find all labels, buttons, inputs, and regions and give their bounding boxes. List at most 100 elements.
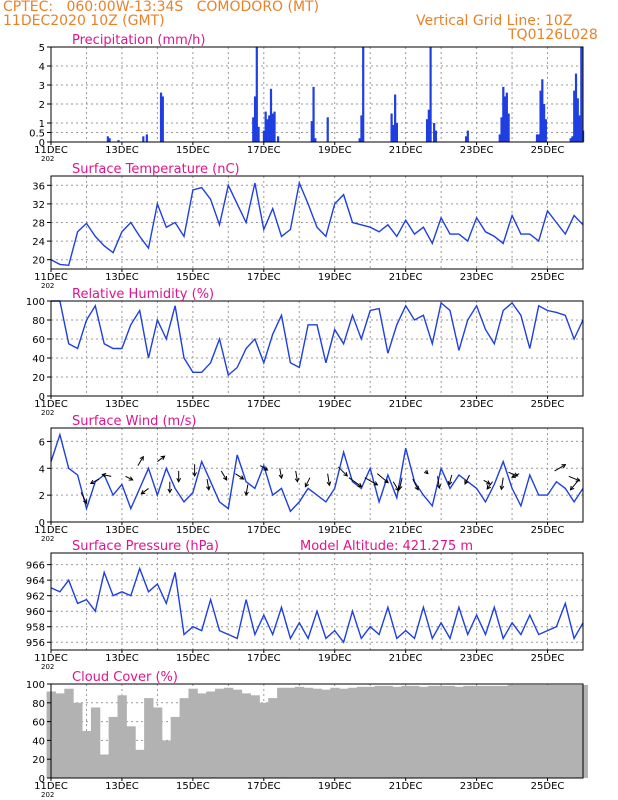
y-tick-label: 4: [39, 464, 45, 475]
precip-bar: [394, 94, 397, 142]
cloud-bar: [126, 726, 136, 778]
wind-frame: [50, 427, 584, 523]
wind-vector-head: [167, 488, 173, 494]
wind-vector-head: [499, 485, 505, 491]
precip-bar: [464, 136, 468, 142]
y-tick-label: 40: [32, 354, 45, 365]
wind-vector: [412, 478, 419, 491]
cloud-bar: [489, 685, 500, 778]
x-tick-label: 23DEC: [460, 399, 494, 410]
y-tick-label: 32: [32, 200, 45, 211]
x-tick-label: 23DEC: [460, 145, 494, 156]
year-marker: 202: [41, 409, 54, 417]
cloud-bar: [365, 686, 376, 778]
cloud-bar: [356, 686, 367, 778]
year-marker: 202: [41, 282, 54, 290]
wind-vector-head: [414, 485, 419, 491]
precip-bar: [273, 111, 276, 142]
x-tick-label: 19DEC: [318, 145, 352, 156]
wind-vector: [327, 473, 330, 486]
x-tick-label: 19DEC: [318, 653, 352, 664]
x-tick-label: 23DEC: [460, 525, 494, 536]
wind-vector: [568, 475, 580, 482]
y-tick-label: 960: [26, 607, 45, 618]
x-tick-label: 25DEC: [531, 145, 565, 156]
wind-vector: [279, 468, 283, 479]
y-tick-label: 24: [32, 237, 45, 248]
year-marker: 202: [41, 663, 54, 671]
x-tick-label: 15DEC: [176, 145, 210, 156]
precip-bar: [312, 86, 315, 142]
y-tick-label: 0: [39, 518, 45, 529]
x-tick-label: 11DEC: [34, 399, 68, 410]
wind-vector: [511, 473, 520, 478]
cloud-bar: [383, 685, 393, 778]
cloud-bar: [321, 689, 331, 778]
wind-vector: [206, 478, 210, 490]
precip-bar: [276, 136, 280, 142]
x-tick-label: 15DEC: [176, 399, 210, 410]
year-marker: 202: [41, 155, 54, 163]
x-tick-label: 25DEC: [531, 399, 565, 410]
cloud-bar: [348, 687, 358, 778]
cloud-bar: [481, 685, 491, 778]
x-tick-label: 23DEC: [460, 781, 494, 792]
rh-line: [51, 300, 584, 377]
wind-vector: [245, 484, 249, 496]
precip-bar: [117, 140, 120, 142]
wind-vector-head: [569, 485, 575, 491]
x-tick-label: 25DEC: [531, 525, 565, 536]
precip-bar: [257, 126, 260, 142]
cloud-bar: [374, 685, 384, 778]
precip-bar: [574, 73, 578, 142]
precip-bar: [498, 134, 501, 142]
cloud-bar: [73, 702, 83, 778]
x-tick-label: 25DEC: [531, 653, 565, 664]
precip-bar: [161, 96, 164, 142]
precip-bar: [271, 113, 274, 142]
year-marker: 202: [41, 535, 54, 543]
wind-vector: [90, 478, 100, 484]
precip-bar: [500, 117, 503, 142]
y-tick-label: 20: [32, 755, 45, 766]
x-tick-label: 11DEC: [34, 781, 68, 792]
precip-bar: [268, 115, 271, 142]
precip-bar: [326, 117, 329, 142]
x-tick-label: 15DEC: [176, 525, 210, 536]
wind-vector: [464, 474, 470, 485]
precip-bar: [537, 134, 540, 142]
wind-vector: [141, 488, 149, 495]
cloud-bar: [232, 689, 243, 778]
precip-bar: [429, 47, 432, 142]
wind-vector: [554, 464, 566, 472]
cloud-title: Cloud Cover (%): [72, 670, 178, 685]
cloud-bar: [294, 686, 305, 778]
x-tick-label: 13DEC: [105, 781, 139, 792]
precip-bar: [427, 109, 430, 142]
wind-vector-head: [160, 455, 166, 461]
cloud-bar: [410, 685, 420, 778]
x-tick-label: 13DEC: [105, 145, 139, 156]
precip-bar: [541, 79, 544, 142]
y-tick-label: 1: [39, 119, 45, 130]
cloud-bar: [569, 684, 580, 778]
cloud-bar: [525, 684, 535, 778]
precip-bar: [255, 47, 258, 142]
cloud-bar: [454, 686, 464, 778]
x-tick-label: 21DEC: [389, 525, 423, 536]
wind-vector: [398, 477, 403, 490]
y-tick-label: 0.5: [29, 129, 45, 140]
wind-vector: [448, 474, 453, 486]
cloud-bar: [312, 688, 322, 778]
precip-bar: [252, 117, 255, 142]
precip-bar: [578, 115, 581, 142]
cloud-bar: [277, 687, 287, 778]
precip-bar: [106, 136, 109, 142]
wind-vector-head: [222, 475, 228, 481]
precip-bar: [108, 138, 111, 142]
cloud-bar: [64, 688, 74, 778]
x-tick-label: 21DEC: [389, 781, 423, 792]
cloud-bar: [507, 684, 517, 778]
y-tick-label: 966: [26, 561, 45, 572]
